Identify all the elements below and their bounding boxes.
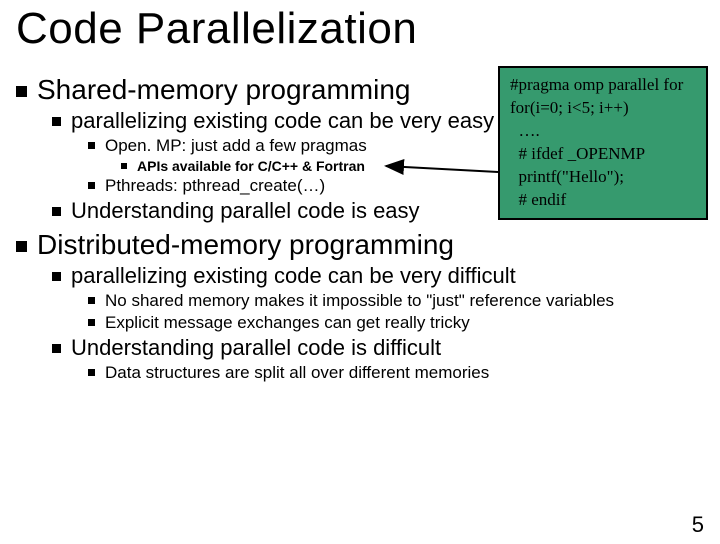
bullet-text: Understanding parallel code is easy [71,198,420,224]
bullet-text: parallelizing existing code can be very … [71,108,494,134]
bullet-icon [88,182,95,189]
bullet-text: parallelizing existing code can be very … [71,263,516,289]
bullet-l3-msgexchange: Explicit message exchanges can get reall… [88,313,704,333]
bullet-icon [121,163,127,169]
code-line: for(i=0; i<5; i++) [510,97,696,120]
bullet-icon [88,319,95,326]
bullet-text: No shared memory makes it impossible to … [105,291,614,311]
bullet-icon [88,142,95,149]
bullet-text: Explicit message exchanges can get reall… [105,313,470,333]
code-line: …. [510,120,696,143]
code-snippet-box: #pragma omp parallel forfor(i=0; i<5; i+… [498,66,708,220]
bullet-icon [52,272,61,281]
bullet-icon [52,117,61,126]
bullet-icon [88,369,95,376]
bullet-text: Understanding parallel code is difficult [71,335,441,361]
bullet-icon [52,207,61,216]
bullet-text: APIs available for C/C++ & Fortran [137,158,365,174]
code-line: # ifdef _OPENMP [510,143,696,166]
bullet-l3-noshared: No shared memory makes it impossible to … [88,291,704,311]
page-number: 5 [692,512,704,538]
bullet-text: Open. MP: just add a few pragmas [105,136,367,156]
bullet-l2-understand-hard: Understanding parallel code is difficult [52,335,704,361]
code-line: # endif [510,189,696,212]
bullet-icon [52,344,61,353]
slide-title: Code Parallelization [16,4,704,54]
bullet-l2-parallelize-hard: parallelizing existing code can be very … [52,263,704,289]
bullet-l3-datastruct: Data structures are split all over diffe… [88,363,704,383]
code-line: printf("Hello"); [510,166,696,189]
code-line: #pragma omp parallel for [510,74,696,97]
bullet-text: Data structures are split all over diffe… [105,363,489,383]
bullet-text: Distributed-memory programming [37,229,454,261]
bullet-icon [88,297,95,304]
bullet-icon [16,241,27,252]
bullet-l1-distributed: Distributed-memory programming [16,229,704,261]
bullet-text: Shared-memory programming [37,74,410,106]
bullet-icon [16,86,27,97]
bullet-text: Pthreads: pthread_create(…) [105,176,325,196]
